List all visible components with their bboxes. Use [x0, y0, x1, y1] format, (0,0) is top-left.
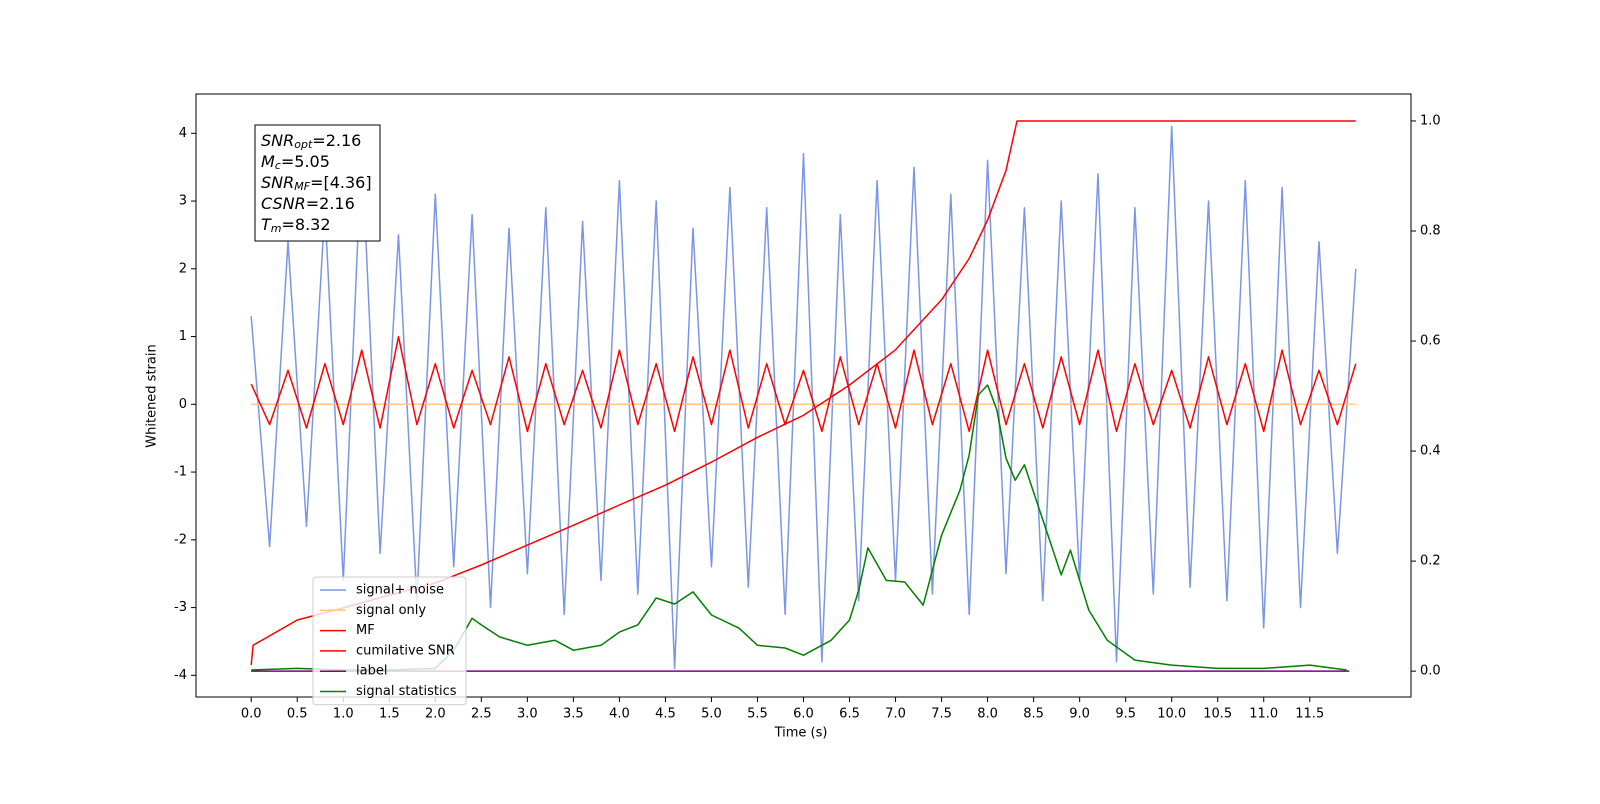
annotation-subscript: opt — [294, 138, 313, 151]
y2-tick-label: 0.8 — [1420, 223, 1441, 238]
annotation-symbol: M — [261, 152, 275, 171]
y-tick-label: 1 — [179, 329, 187, 344]
y-tick-label: 3 — [179, 194, 187, 209]
x-tick-label: 4.0 — [609, 707, 630, 722]
annotation-value: =2.16 — [312, 131, 361, 150]
y-tick-label: 0 — [179, 397, 187, 412]
x-tick-label: 2.5 — [471, 707, 492, 722]
y-tick-label: -4 — [174, 668, 187, 683]
legend-label: cumilative SNR — [356, 643, 455, 658]
y-tick-label: 4 — [179, 126, 187, 141]
y2-tick-label: 0.4 — [1420, 444, 1441, 459]
annotation-symbol: SNR — [261, 131, 294, 150]
x-axis-label: Time (s) — [774, 726, 828, 741]
legend-box — [312, 576, 467, 706]
x-tick-label: 3.5 — [563, 707, 584, 722]
y-tick-label: -1 — [174, 465, 187, 480]
legend-label: signal statistics — [356, 684, 457, 699]
legend-label: signal+ noise — [356, 583, 444, 598]
legend-label: label — [356, 664, 387, 679]
x-tick-label: 0.0 — [241, 707, 262, 722]
y2-tick-label: 0.0 — [1420, 664, 1441, 679]
x-tick-label: 7.0 — [885, 707, 906, 722]
annotation-line: SNRMF=[4.36] — [261, 173, 372, 194]
annotation-subscript: m — [271, 222, 282, 235]
annotation-value: =[4.36] — [310, 173, 372, 192]
annotation-line: SNRopt=2.16 — [261, 131, 361, 152]
annotation-subscript: MF — [294, 180, 310, 193]
x-tick-label: 2.0 — [425, 707, 446, 722]
series-line — [250, 335, 1357, 433]
series-line — [251, 384, 1347, 671]
annotation-value: =2.16 — [306, 194, 355, 213]
x-tick-label: 5.5 — [747, 707, 768, 722]
annotation-subscript: c — [275, 159, 281, 172]
annotation-line: Tm=8.32 — [261, 215, 331, 236]
x-tick-label: 1.5 — [379, 707, 400, 722]
plot-frame — [195, 93, 1412, 698]
x-tick-label: 3.0 — [517, 707, 538, 722]
x-tick-label: 10.5 — [1203, 707, 1232, 722]
annotation-box — [254, 124, 381, 242]
x-tick-label: 4.5 — [655, 707, 676, 722]
legend-label: MF — [356, 623, 375, 638]
x-tick-label: 6.0 — [793, 707, 814, 722]
annotation-line: Mc=5.05 — [261, 152, 330, 173]
y-tick-label: -2 — [174, 532, 187, 547]
series-line — [250, 125, 1357, 670]
x-tick-label: 8.0 — [977, 707, 998, 722]
annotation-value: =8.32 — [282, 215, 331, 234]
annotation-symbol: SNR — [261, 173, 294, 192]
y-axis-label: Whitened strain — [145, 344, 160, 447]
x-tick-label: 8.5 — [1023, 707, 1044, 722]
x-tick-label: 10.0 — [1157, 707, 1186, 722]
annotation-symbol: CSNR — [261, 194, 306, 213]
annotation-symbol: T — [261, 215, 272, 234]
x-tick-label: 9.5 — [1115, 707, 1136, 722]
x-tick-label: 7.5 — [931, 707, 952, 722]
x-tick-label: 6.5 — [839, 707, 860, 722]
x-tick-label: 1.0 — [333, 707, 354, 722]
y-tick-label: -3 — [174, 600, 187, 615]
x-tick-label: 11.0 — [1249, 707, 1278, 722]
y2-tick-label: 0.2 — [1420, 554, 1441, 569]
annotation-value: =5.05 — [281, 152, 330, 171]
x-tick-label: 0.5 — [287, 707, 308, 722]
annotation-line: CSNR=2.16 — [261, 194, 355, 213]
y2-tick-label: 0.6 — [1420, 334, 1441, 349]
x-tick-label: 5.0 — [701, 707, 722, 722]
y-tick-label: 2 — [179, 261, 187, 276]
y2-tick-label: 1.0 — [1420, 113, 1441, 128]
x-tick-label: 11.5 — [1295, 707, 1324, 722]
x-tick-label: 9.0 — [1069, 707, 1090, 722]
legend-label: signal only — [356, 603, 426, 618]
